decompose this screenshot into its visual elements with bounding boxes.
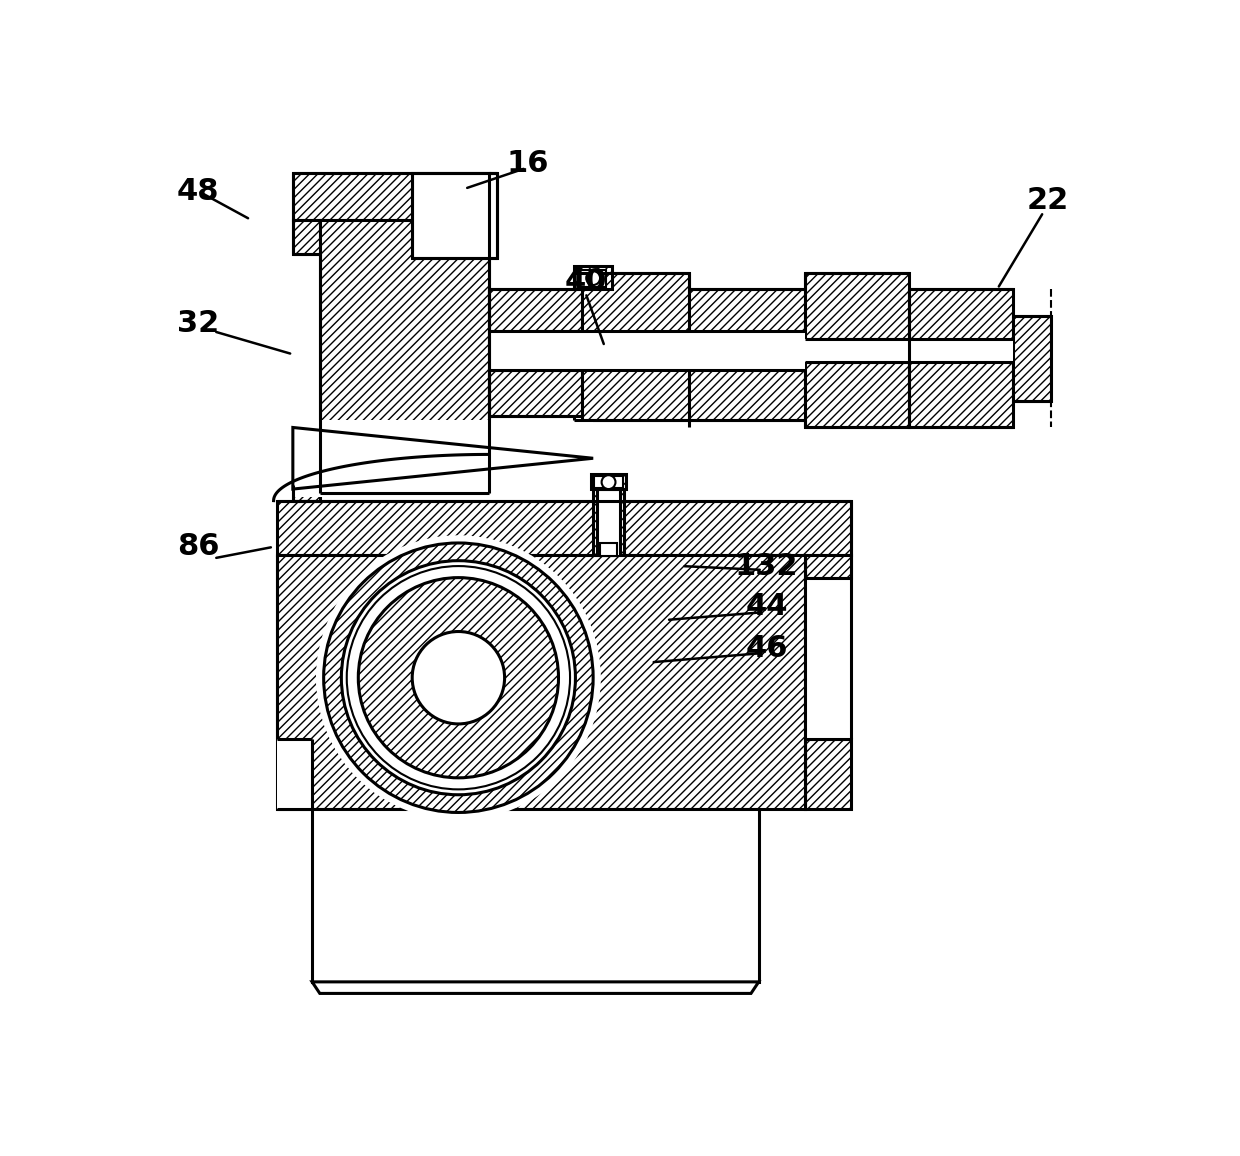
Polygon shape [909, 289, 1013, 428]
Circle shape [601, 475, 615, 489]
Circle shape [341, 561, 575, 795]
Polygon shape [805, 274, 909, 339]
Polygon shape [278, 501, 851, 555]
Text: 46: 46 [745, 633, 787, 662]
Polygon shape [805, 362, 909, 428]
Polygon shape [594, 476, 624, 488]
Polygon shape [574, 266, 613, 289]
Polygon shape [293, 173, 490, 220]
Polygon shape [312, 981, 759, 993]
Polygon shape [689, 289, 805, 339]
Circle shape [358, 578, 558, 778]
Polygon shape [490, 289, 582, 332]
Polygon shape [278, 555, 805, 808]
Polygon shape [805, 578, 851, 740]
Polygon shape [909, 339, 1013, 362]
Polygon shape [490, 370, 582, 416]
Polygon shape [689, 362, 805, 420]
Polygon shape [582, 335, 689, 365]
Polygon shape [278, 740, 312, 808]
Circle shape [316, 535, 601, 820]
Text: 22: 22 [1027, 186, 1069, 215]
Polygon shape [412, 173, 497, 258]
Polygon shape [593, 489, 624, 555]
Text: 32: 32 [177, 309, 219, 338]
Polygon shape [600, 543, 618, 556]
Polygon shape [490, 332, 805, 370]
Text: 44: 44 [745, 592, 787, 622]
Text: 16: 16 [506, 149, 549, 178]
Polygon shape [312, 808, 759, 981]
Polygon shape [1013, 316, 1052, 400]
Polygon shape [580, 269, 606, 287]
Polygon shape [582, 274, 689, 335]
Circle shape [412, 631, 505, 724]
Circle shape [587, 272, 600, 286]
Polygon shape [293, 420, 593, 497]
Circle shape [347, 566, 570, 790]
Polygon shape [293, 428, 593, 489]
Polygon shape [320, 220, 490, 492]
Polygon shape [293, 486, 320, 501]
Circle shape [324, 543, 593, 813]
Polygon shape [805, 339, 909, 362]
Text: 40: 40 [564, 267, 606, 296]
Polygon shape [590, 474, 626, 489]
Text: 86: 86 [177, 532, 219, 562]
Polygon shape [805, 555, 851, 578]
Text: 132: 132 [734, 551, 799, 580]
Text: 48: 48 [177, 177, 219, 206]
Polygon shape [596, 489, 620, 555]
Polygon shape [805, 740, 851, 808]
Polygon shape [293, 220, 320, 254]
Polygon shape [582, 365, 689, 420]
